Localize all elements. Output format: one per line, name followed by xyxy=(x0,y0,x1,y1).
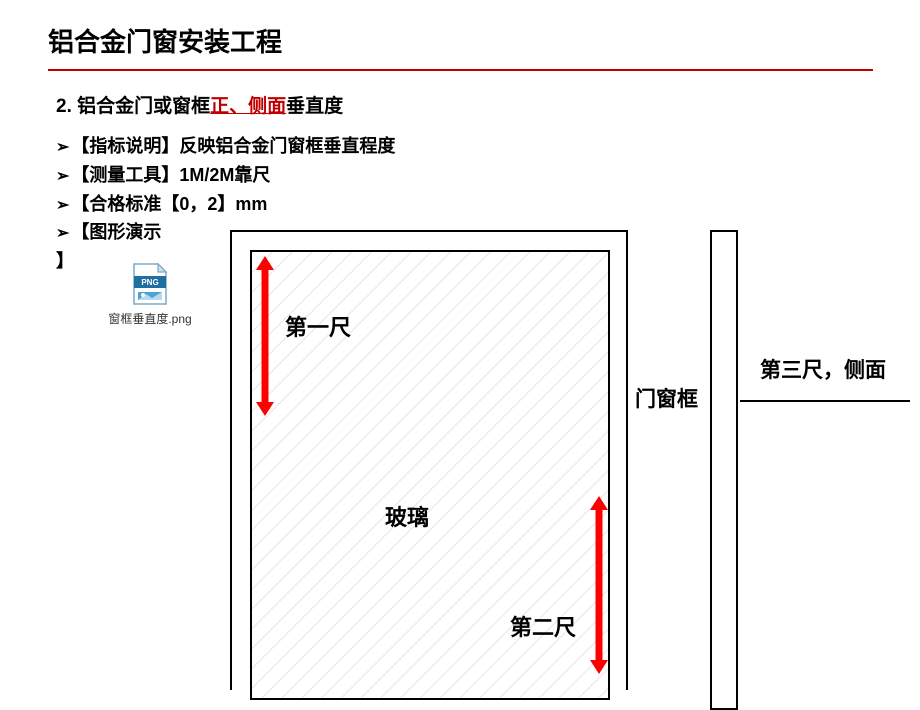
side-profile xyxy=(710,230,738,710)
measure-arrow-1 xyxy=(256,256,274,416)
png-badge-text: PNG xyxy=(141,278,158,287)
bullet-text: 【0，2】mm xyxy=(161,190,267,219)
bullet-arrow-icon: ➢ xyxy=(56,218,69,247)
bullet-row-3: ➢ 【合格标准 【0，2】mm xyxy=(56,190,920,219)
measure-arrow-2 xyxy=(590,496,608,674)
section-prefix: 铝合金门或窗框 xyxy=(77,96,210,117)
bullet-label: 【图形演示 xyxy=(71,218,161,247)
section-heading: 2. 铝合金门或窗框正、侧面垂直度 xyxy=(0,71,920,118)
section-suffix: 垂直度 xyxy=(286,96,343,117)
section-number: 2. xyxy=(56,96,72,117)
bullet-arrow-icon: ➢ xyxy=(56,132,69,161)
bullet-text: 1M/2M靠尺 xyxy=(179,161,270,190)
page-title: 铝合金门窗安装工程 xyxy=(48,22,920,59)
label-frame: 门窗框 xyxy=(635,383,698,413)
bullet-arrow-icon: ➢ xyxy=(56,190,69,219)
diagram-area: 第一尺 玻璃 第二尺 门窗框 第三尺，侧面 xyxy=(220,220,900,690)
bullet-arrow-icon: ➢ xyxy=(56,161,69,190)
bullet-label: 【测量工具】 xyxy=(71,161,179,190)
bullet-label-close: 】 xyxy=(56,247,74,276)
bullet-row-2: ➢ 【测量工具】 1M/2M靠尺 xyxy=(56,161,920,190)
label-second-ruler: 第二尺 xyxy=(510,610,576,642)
file-attachment[interactable]: PNG 窗框垂直度.png xyxy=(100,262,200,327)
side-indicator-line xyxy=(740,400,910,402)
bullet-label: 【合格标准 xyxy=(71,190,161,219)
bullet-text: 反映铝合金门窗框垂直程度 xyxy=(179,132,395,161)
label-third-ruler: 第三尺，侧面 xyxy=(760,354,886,384)
png-file-icon: PNG xyxy=(130,262,170,306)
section-highlight: 正、侧面 xyxy=(210,96,286,117)
bullet-row-1: ➢ 【指标说明】 反映铝合金门窗框垂直程度 xyxy=(56,132,920,161)
bullet-label: 【指标说明】 xyxy=(71,132,179,161)
label-glass: 玻璃 xyxy=(385,500,429,532)
label-first-ruler: 第一尺 xyxy=(285,310,351,342)
file-caption: 窗框垂直度.png xyxy=(100,310,200,327)
